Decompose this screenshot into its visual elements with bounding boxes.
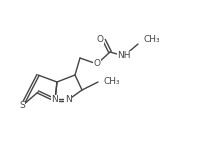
- Text: CH₃: CH₃: [143, 36, 160, 45]
- Text: CH₃: CH₃: [104, 77, 121, 87]
- Text: N: N: [65, 95, 71, 105]
- Text: N: N: [52, 95, 58, 105]
- Text: NH: NH: [117, 51, 131, 61]
- Text: O: O: [96, 36, 104, 45]
- Text: O: O: [93, 59, 101, 69]
- Text: S: S: [19, 101, 25, 111]
